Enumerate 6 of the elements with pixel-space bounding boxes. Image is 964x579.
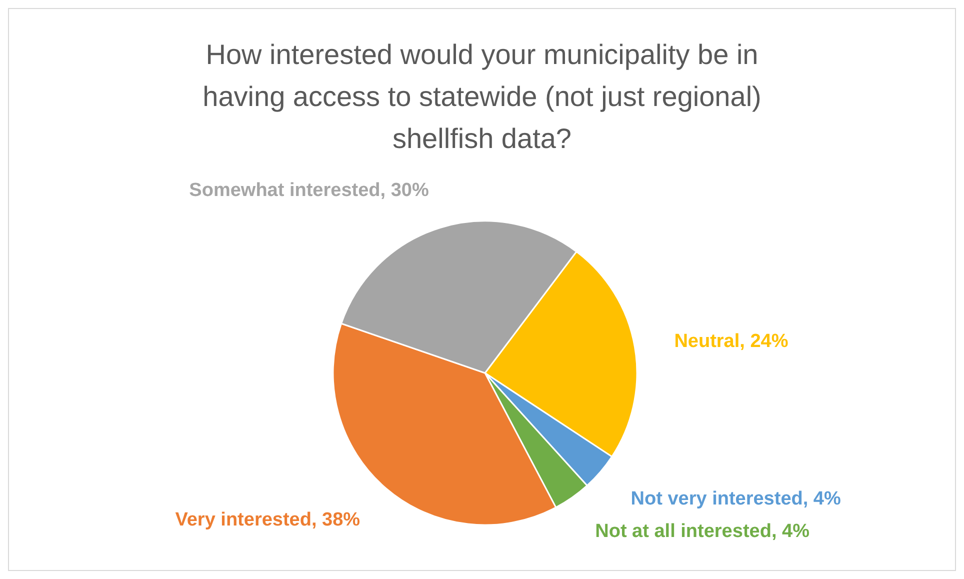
chart-title: How interested would your municipality be in having access to statewide (not just regional) shellfish data?: [202, 39, 762, 154]
slice-label: Neutral, 24%: [674, 330, 788, 352]
slice-label: Very interested, 38%: [175, 509, 360, 530]
slice-label: Not very interested, 4%: [630, 488, 842, 510]
slice-label: Not at all interested, 4%: [595, 520, 810, 542]
slice-label: Somewhat interested, 30%: [189, 180, 429, 202]
